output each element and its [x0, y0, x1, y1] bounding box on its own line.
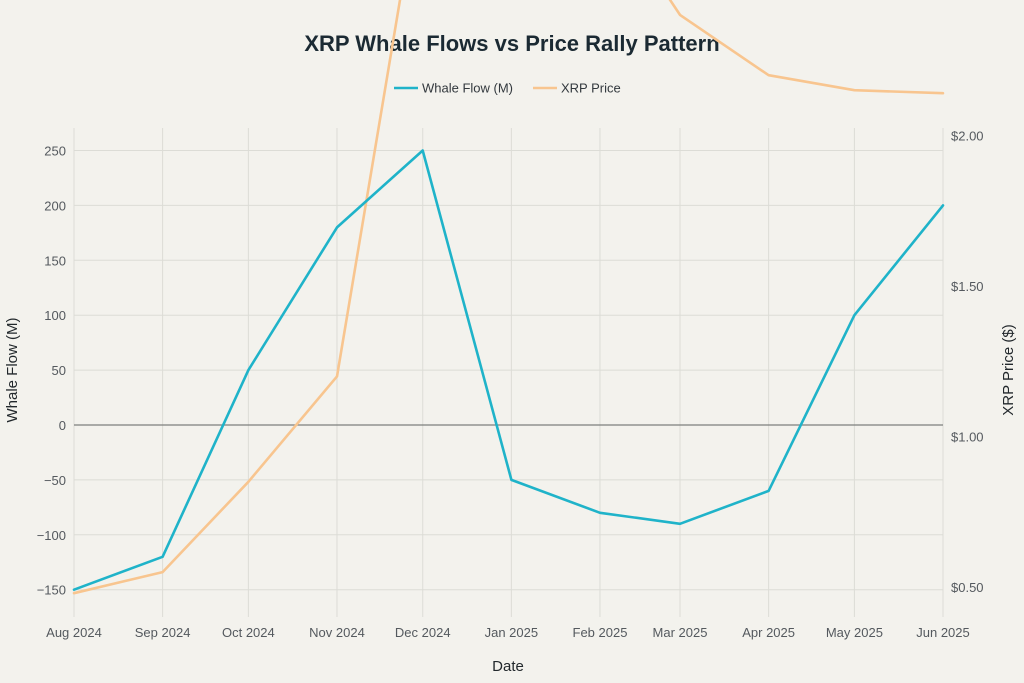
x-tick-label: Feb 2025 — [573, 625, 628, 640]
series-lines — [72, 0, 945, 595]
y-left-axis-label: Whale Flow (M) — [4, 317, 21, 422]
x-tick-label: Dec 2024 — [395, 625, 451, 640]
x-tick-label: Jun 2025 — [916, 625, 970, 640]
y-right-tick-label: $1.00 — [951, 430, 984, 445]
x-tick-label: Mar 2025 — [653, 625, 708, 640]
x-tick-labels: Aug 2024 Sep 2024 Oct 2024 Nov 2024 Dec 2024… — [46, 625, 970, 640]
y-left-tick-label: −50 — [44, 473, 66, 488]
legend-whale-flow: Whale Flow (M) — [394, 81, 513, 96]
y-left-tick-label: 50 — [52, 363, 66, 378]
x-tick-label: Apr 2025 — [742, 625, 795, 640]
y-right-tick-label: $2.00 — [951, 128, 984, 143]
x-tick-label: Sep 2024 — [135, 625, 191, 640]
y-left-tick-label: 200 — [44, 198, 66, 213]
y-right-tick-labels: $0.50$1.00$1.50$2.00$2.50$3.00 — [951, 128, 984, 595]
chart-title: XRP Whale Flows vs Price Rally Pattern — [304, 31, 719, 56]
y-left-tick-label: −150 — [37, 583, 66, 598]
x-axis-label: Date — [492, 658, 524, 675]
x-tick-label: Oct 2024 — [222, 625, 275, 640]
y-right-tick-label: $0.50 — [951, 580, 984, 595]
y-left-tick-label: 250 — [44, 144, 66, 159]
y-left-tick-label: 100 — [44, 308, 66, 323]
x-tick-label: Aug 2024 — [46, 625, 102, 640]
y-left-tick-label: −100 — [37, 528, 66, 543]
x-tick-label: Jan 2025 — [485, 625, 539, 640]
y-left-tick-label: 0 — [59, 418, 66, 433]
xrp-price-line — [72, 0, 945, 595]
legend-label: XRP Price — [561, 81, 621, 96]
whale-flow-line — [72, 149, 945, 592]
legend-label: Whale Flow (M) — [422, 81, 513, 96]
y-right-tick-label: $1.50 — [951, 279, 984, 294]
y-left-tick-label: 150 — [44, 253, 66, 268]
y-left-tick-labels: −150 −100 −50 0 50 100 150 200 250 — [37, 144, 66, 598]
y-right-axis-label: XRP Price ($) — [1000, 324, 1017, 415]
grid — [73, 128, 944, 617]
legend-xrp-price: XRP Price — [533, 81, 621, 96]
x-tick-label: May 2025 — [826, 625, 883, 640]
x-tick-label: Nov 2024 — [309, 625, 365, 640]
legend: Whale Flow (M) XRP Price — [394, 81, 621, 96]
